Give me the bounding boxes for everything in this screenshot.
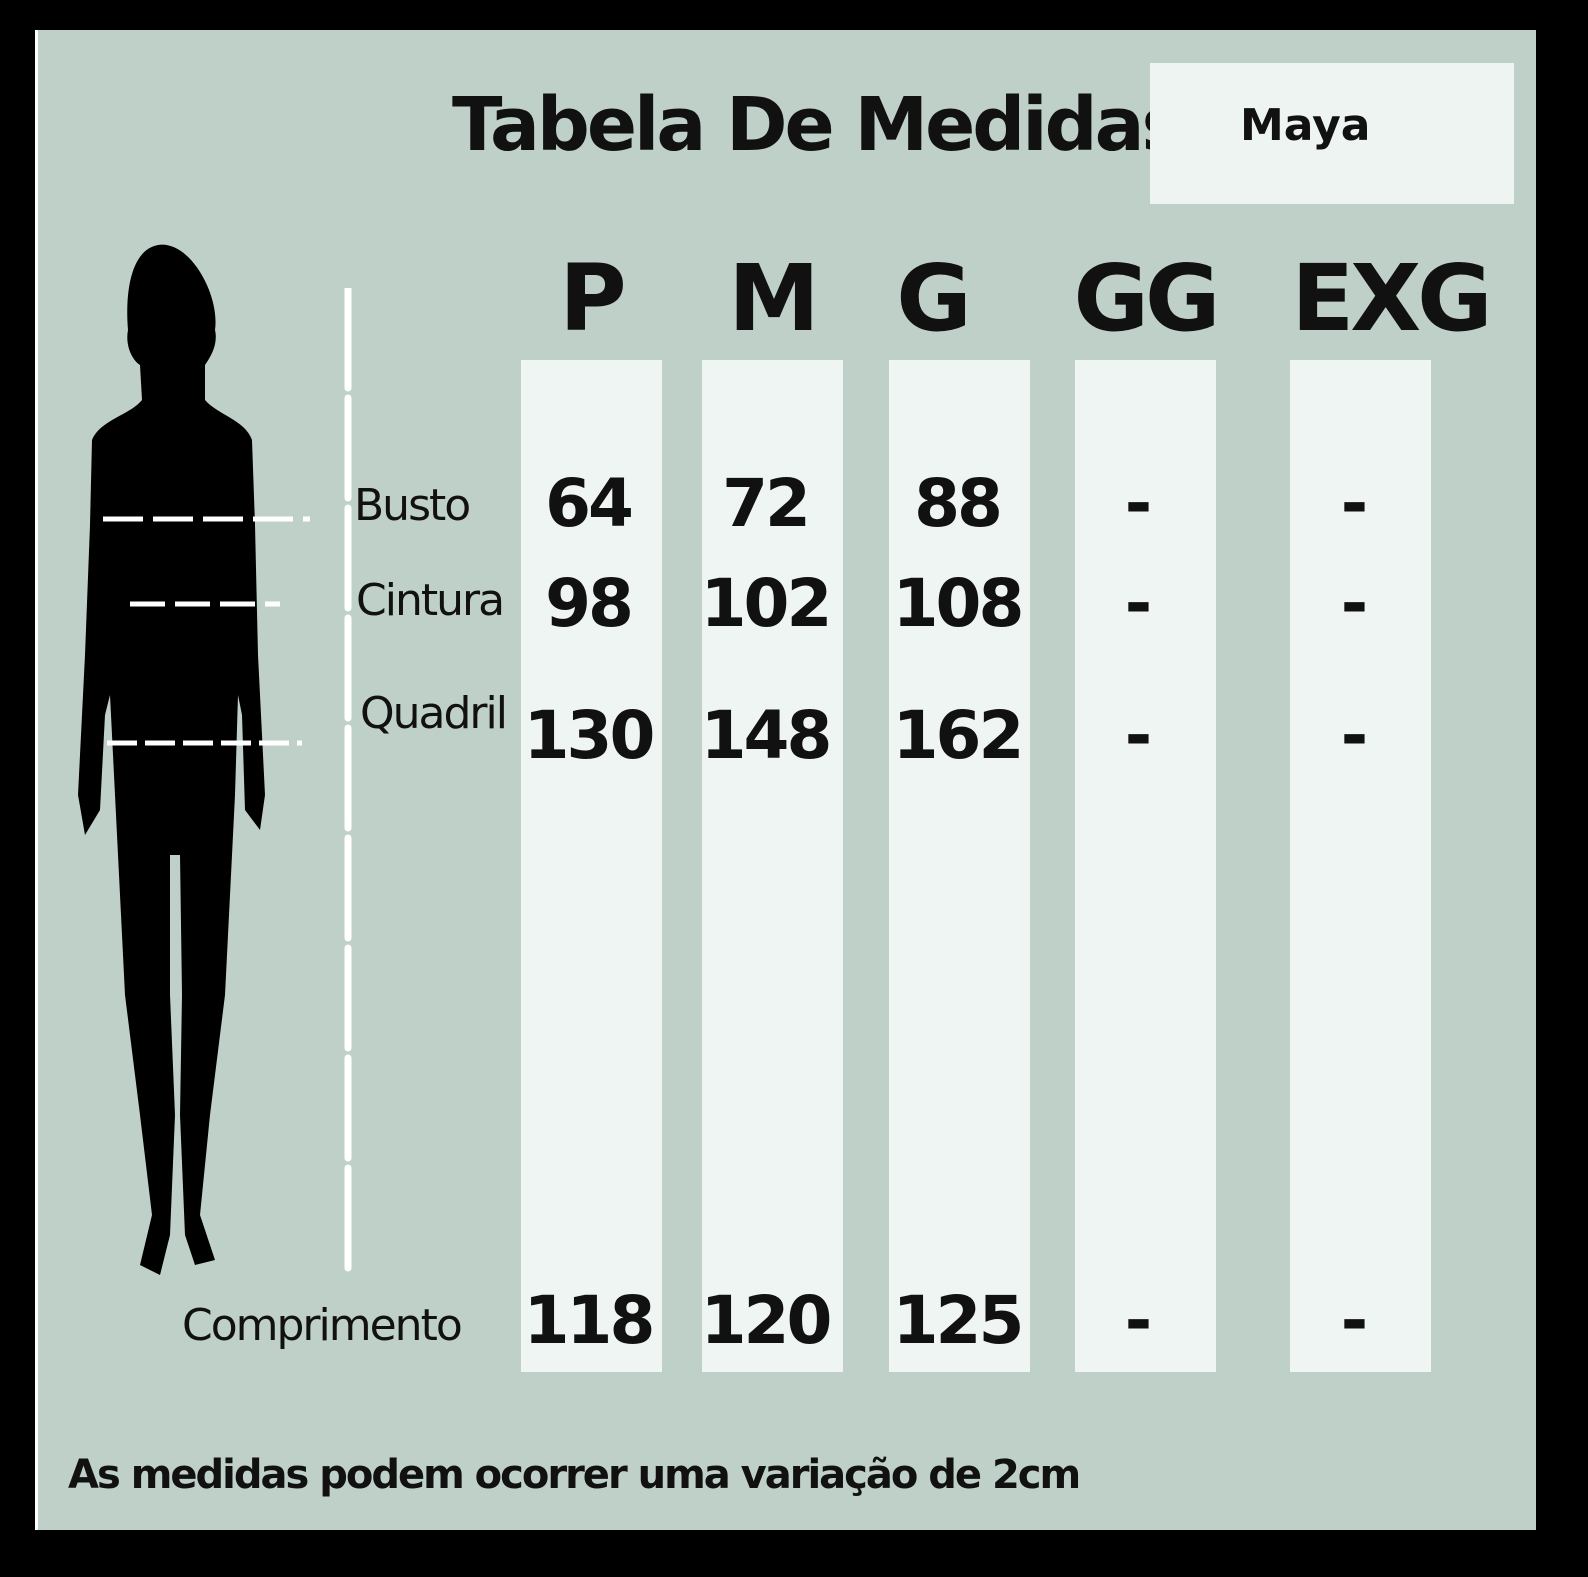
cell-value: - [1340, 465, 1368, 542]
cell-value: 108 [892, 565, 1025, 642]
cell-value: 102 [700, 565, 833, 642]
column-gg [1075, 360, 1216, 1372]
size-header-g: G [896, 245, 972, 352]
cell-value: 125 [892, 1282, 1025, 1359]
measurement-lines [103, 516, 310, 746]
row-label-busto: Busto [354, 480, 471, 531]
page-title: Tabela De Medidas [452, 82, 1186, 168]
column-m [702, 360, 843, 1372]
cell-value: - [1124, 565, 1152, 642]
cell-value: 162 [892, 697, 1025, 774]
size-header-p: P [559, 245, 626, 352]
size-header-exg: EXG [1291, 245, 1492, 352]
cell-value: - [1340, 697, 1368, 774]
cell-value: 130 [523, 697, 656, 774]
model-name-box [1150, 63, 1514, 204]
cell-value: 118 [523, 1282, 656, 1359]
row-label-cintura: Cintura [356, 575, 505, 626]
cell-value: - [1124, 465, 1152, 542]
cell-value: - [1124, 1282, 1152, 1359]
cell-value: 72 [722, 465, 811, 542]
cell-value: 148 [700, 697, 833, 774]
model-name: Maya [1240, 100, 1371, 151]
size-header-m: M [728, 245, 820, 352]
body-silhouette-icon [78, 244, 265, 1276]
cell-value: - [1124, 697, 1152, 774]
cell-value: 120 [700, 1282, 833, 1359]
row-label-comprimento: Comprimento [182, 1300, 463, 1351]
size-header-gg: GG [1073, 245, 1220, 352]
footer-note: As medidas podem ocorrer uma variação de… [68, 1452, 1081, 1498]
ruler-line [344, 288, 352, 1278]
cell-value: 64 [545, 465, 634, 542]
row-label-quadril: Quadril [360, 688, 508, 739]
column-exg [1290, 360, 1431, 1372]
column-p [521, 360, 662, 1372]
column-g [889, 360, 1030, 1372]
cell-value: - [1340, 1282, 1368, 1359]
cell-value: 98 [545, 565, 634, 642]
cell-value: - [1340, 565, 1368, 642]
cell-value: 88 [914, 465, 1003, 542]
